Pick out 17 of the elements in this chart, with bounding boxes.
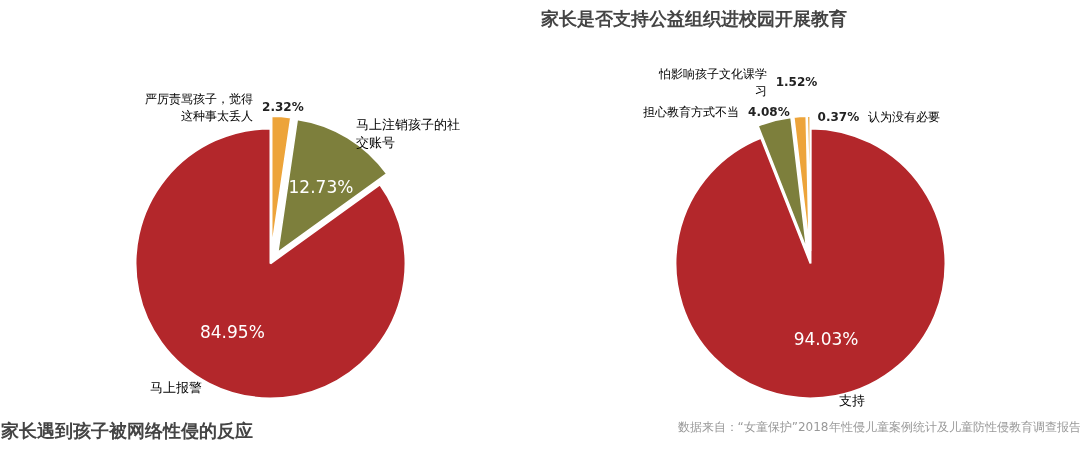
data-label: 2.32% bbox=[262, 100, 304, 115]
data-label: 0.37% bbox=[817, 109, 860, 124]
data-label: 94.03% bbox=[793, 329, 859, 350]
slice-label: 马上报警 bbox=[149, 379, 202, 395]
data-label: 4.08% bbox=[748, 104, 790, 119]
slice-label: 担心教育方式不当 bbox=[643, 104, 740, 119]
text: 家长遇到孩子被网络性侵的反应 bbox=[0, 419, 253, 441]
data-label: 84.95% bbox=[199, 321, 265, 342]
chart-title: 家长是否支持公益组织进校园开展教育 bbox=[539, 7, 847, 29]
slice-label: 马上注销孩子的社交账号 bbox=[355, 117, 460, 151]
slice-label: 怕影响孩子文化课学习 bbox=[657, 67, 767, 98]
data-label: 12.73% bbox=[288, 176, 354, 197]
text: 数据来自：“女童保护”2018年性侵儿童案例统计及儿童防性侵教育调查报告 bbox=[677, 419, 1080, 434]
slice-label: 认为没有必要 bbox=[868, 109, 941, 124]
data-label: 1.52% bbox=[775, 75, 818, 90]
slice-label: 支持 bbox=[838, 392, 865, 408]
slice-label: 严厉责骂孩子，觉得这种事太丢人 bbox=[145, 91, 254, 123]
